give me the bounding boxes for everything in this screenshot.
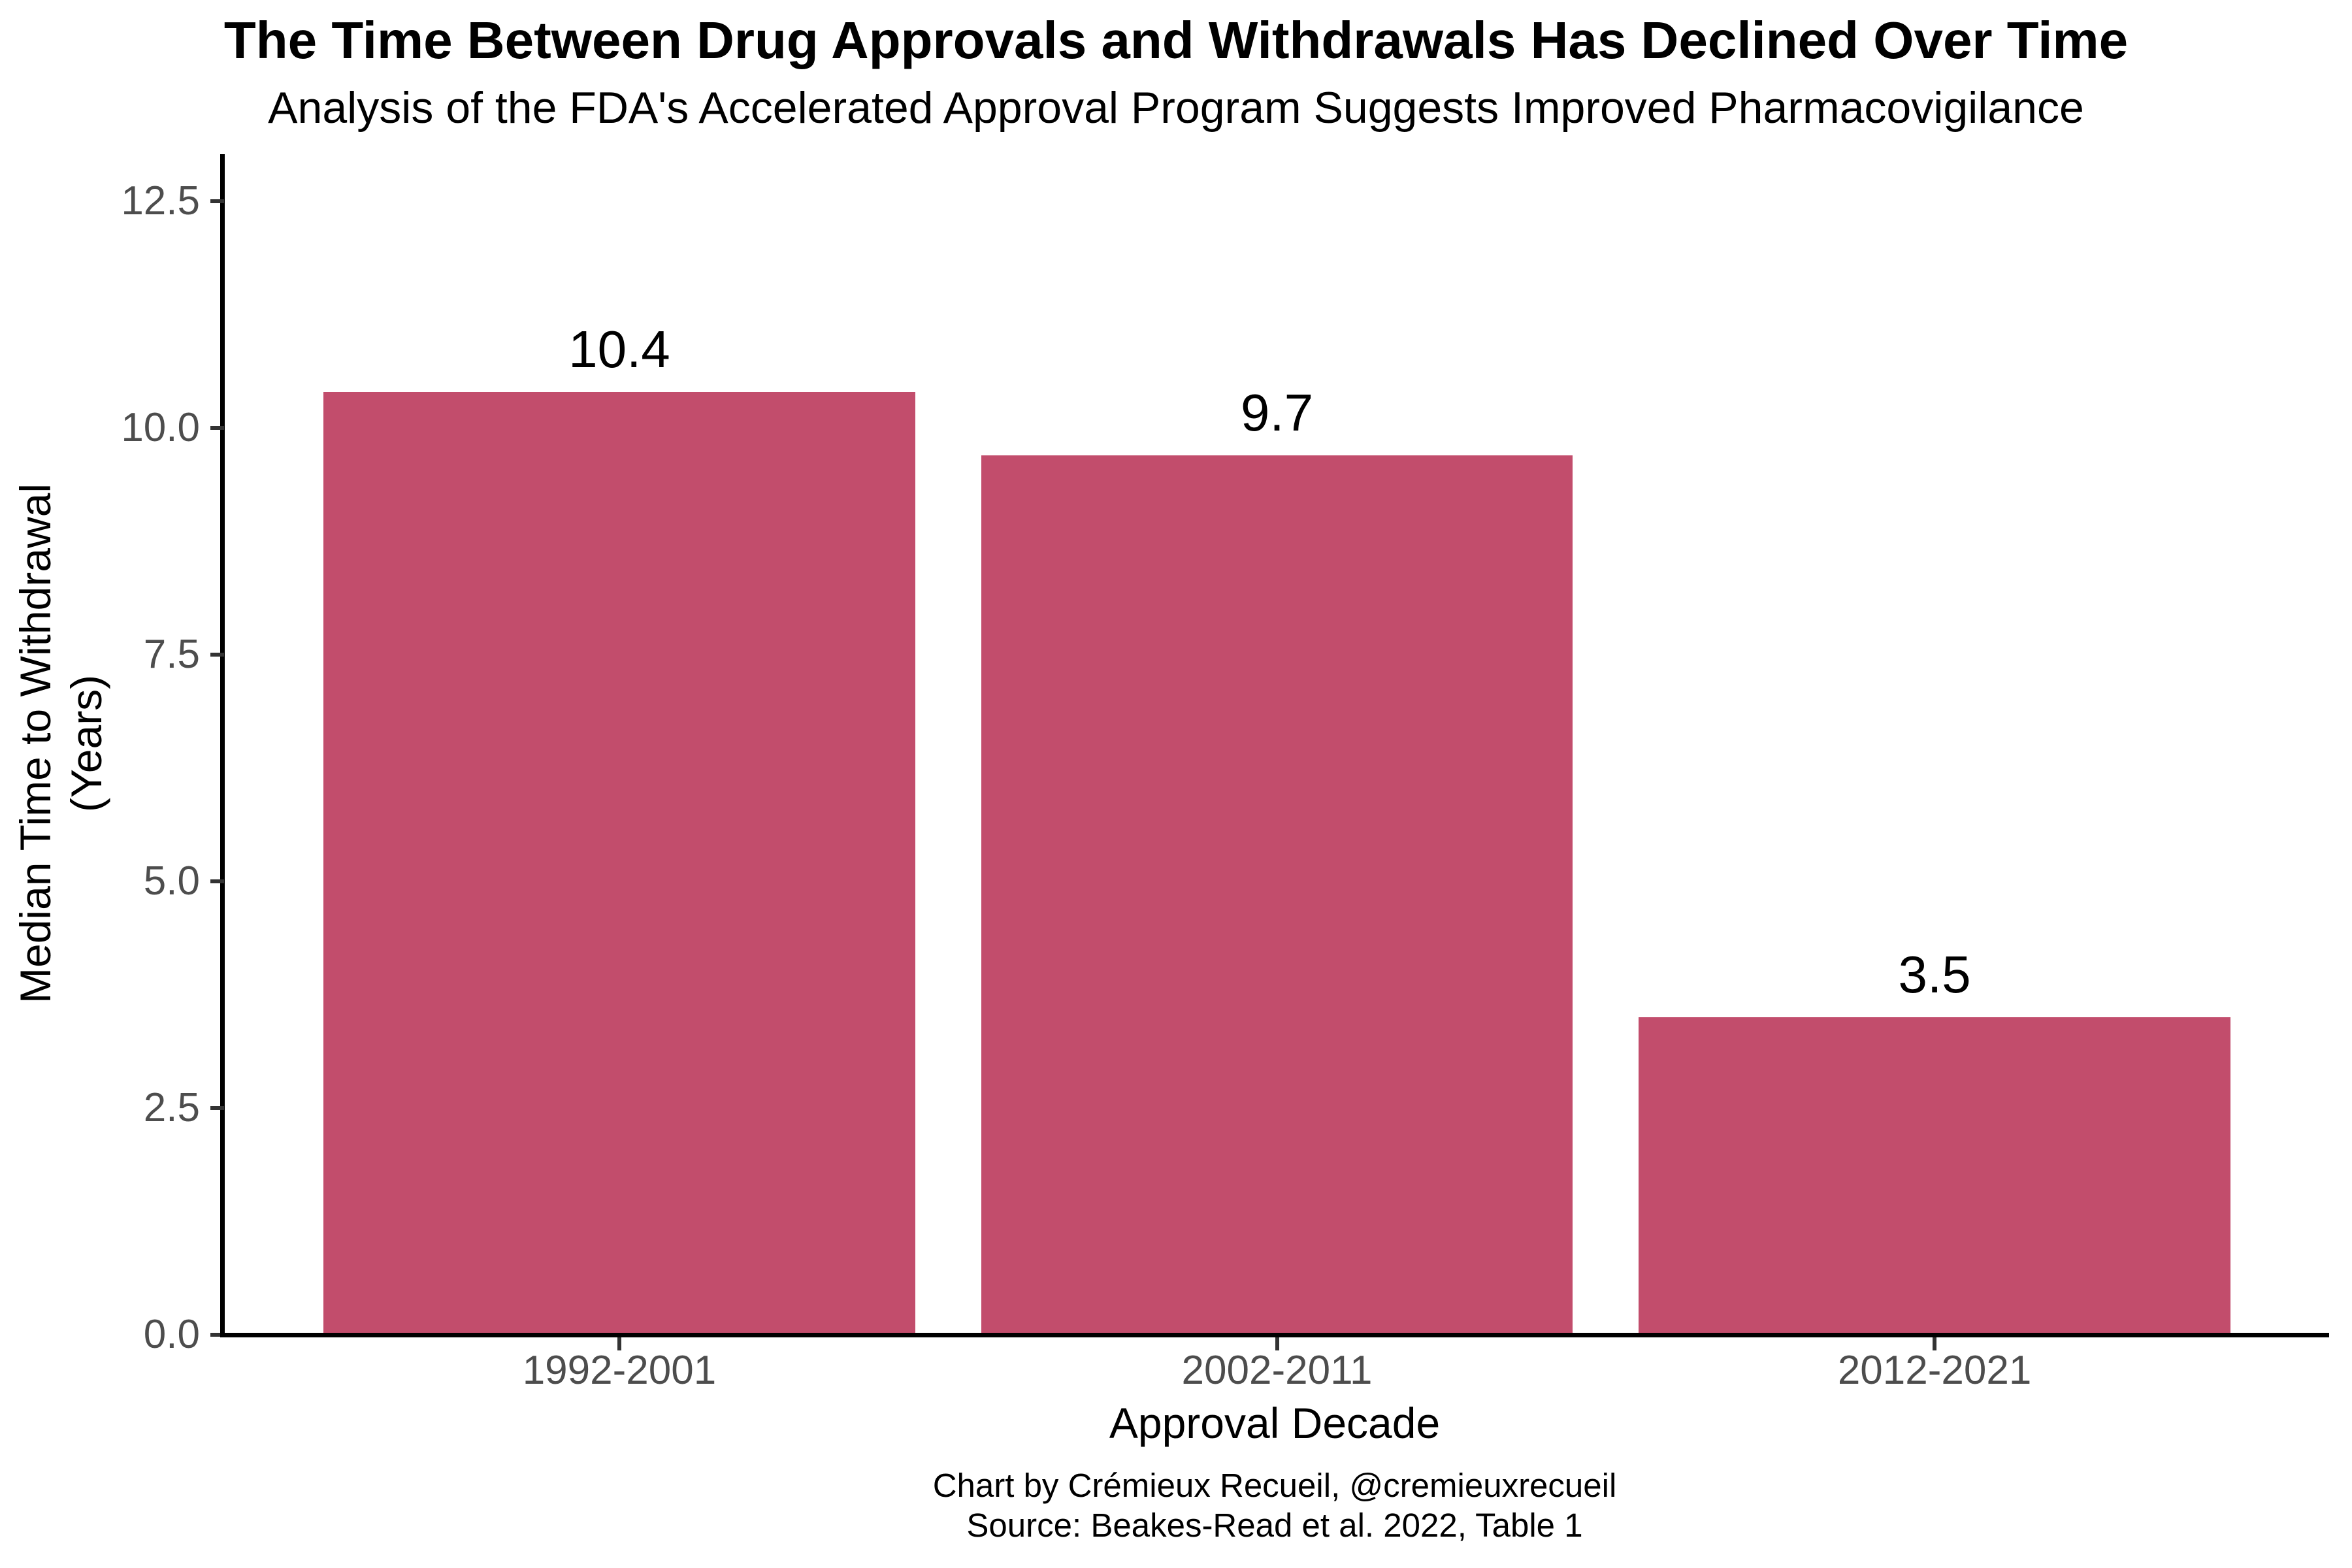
chart-title: The Time Between Drug Approvals and With… <box>223 11 2129 69</box>
x-axis-tick-label: 2012-2021 <box>1837 1348 2032 1393</box>
x-axis-tick-label: 2002-2011 <box>1181 1348 1373 1393</box>
x-axis-title: Approval Decade <box>1109 1399 1441 1447</box>
bar-value-label: 3.5 <box>1898 945 1971 1004</box>
x-axis-line <box>220 1333 2329 1337</box>
y-axis-title: Median Time to Withdrawal (Years) <box>10 123 112 1364</box>
y-axis-title-line1: Median Time to Withdrawal <box>11 483 59 1004</box>
y-axis-tick <box>210 199 224 204</box>
y-axis-line <box>220 154 225 1337</box>
y-axis-tick-label: 5.0 <box>143 858 200 904</box>
x-axis-tick <box>617 1337 621 1350</box>
bar <box>323 391 915 1335</box>
y-axis-tick-label: 10.0 <box>121 405 200 451</box>
y-axis-tick <box>210 1106 224 1111</box>
y-axis-tick <box>210 879 224 884</box>
bar-value-label: 9.7 <box>1240 383 1314 442</box>
y-axis-tick-label: 7.5 <box>143 632 200 678</box>
y-axis-tick-label: 2.5 <box>143 1085 200 1131</box>
y-axis-tick <box>210 653 224 657</box>
x-axis-tick <box>1275 1337 1279 1350</box>
chart-subtitle: Analysis of the FDA's Accelerated Approv… <box>268 83 2084 133</box>
x-axis-tick <box>1933 1337 1937 1350</box>
y-axis-tick <box>210 426 224 431</box>
y-axis-title-line2: (Years) <box>62 674 110 813</box>
bar <box>1639 1017 2231 1335</box>
y-axis-tick <box>210 1333 224 1337</box>
caption-credit: Chart by Crémieux Recueil, @cremieuxrecu… <box>932 1467 1617 1504</box>
bar-value-label: 10.4 <box>568 319 670 378</box>
x-axis-tick-label: 1992-2001 <box>522 1348 717 1393</box>
bar <box>981 455 1573 1335</box>
y-axis-tick-label: 12.5 <box>121 178 200 224</box>
y-axis-tick-label: 0.0 <box>143 1312 200 1357</box>
caption-source: Source: Beakes-Read et al. 2022, Table 1 <box>966 1507 1583 1544</box>
